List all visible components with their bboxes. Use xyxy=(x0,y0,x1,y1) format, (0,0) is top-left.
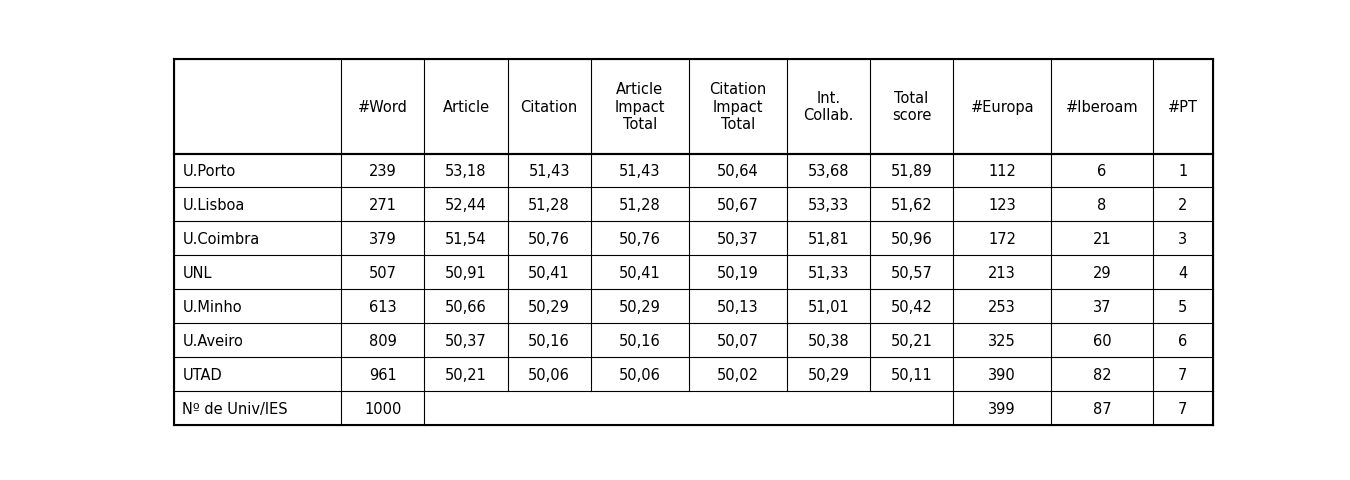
Text: 51,43: 51,43 xyxy=(620,164,660,179)
Text: 50,21: 50,21 xyxy=(446,367,487,382)
Text: 213: 213 xyxy=(988,265,1017,280)
Text: 399: 399 xyxy=(988,401,1017,416)
Text: 50,06: 50,06 xyxy=(618,367,660,382)
Text: 50,11: 50,11 xyxy=(891,367,933,382)
Text: 51,54: 51,54 xyxy=(446,231,487,246)
Text: 51,43: 51,43 xyxy=(528,164,570,179)
Text: 50,21: 50,21 xyxy=(891,333,933,348)
Text: 50,64: 50,64 xyxy=(717,164,759,179)
Text: 60: 60 xyxy=(1092,333,1111,348)
Text: #Iberoam: #Iberoam xyxy=(1065,99,1138,114)
Text: Nº de Univ/IES: Nº de Univ/IES xyxy=(182,401,288,416)
Text: 53,68: 53,68 xyxy=(807,164,849,179)
Text: Citation: Citation xyxy=(521,99,578,114)
Text: 50,29: 50,29 xyxy=(528,299,570,314)
Text: #Word: #Word xyxy=(358,99,408,114)
Text: 239: 239 xyxy=(369,164,397,179)
Text: 809: 809 xyxy=(369,333,397,348)
Text: 613: 613 xyxy=(369,299,397,314)
Text: 7: 7 xyxy=(1179,401,1188,416)
Text: 50,96: 50,96 xyxy=(891,231,933,246)
Text: Citation
Impact
Total: Citation Impact Total xyxy=(709,82,767,132)
Text: 50,91: 50,91 xyxy=(446,265,487,280)
Text: 50,37: 50,37 xyxy=(717,231,759,246)
Text: 87: 87 xyxy=(1092,401,1111,416)
Text: #PT: #PT xyxy=(1168,99,1197,114)
Text: 4: 4 xyxy=(1179,265,1188,280)
Text: 172: 172 xyxy=(988,231,1017,246)
Text: 50,29: 50,29 xyxy=(807,367,849,382)
Text: 53,33: 53,33 xyxy=(807,198,849,213)
Text: 507: 507 xyxy=(369,265,397,280)
Text: 961: 961 xyxy=(369,367,397,382)
Text: 51,01: 51,01 xyxy=(807,299,849,314)
Text: UNL: UNL xyxy=(182,265,212,280)
Text: 7: 7 xyxy=(1179,367,1188,382)
Text: 50,67: 50,67 xyxy=(717,198,759,213)
Text: U.Minho: U.Minho xyxy=(182,299,242,314)
Text: 50,42: 50,42 xyxy=(891,299,933,314)
Text: Int.
Collab.: Int. Collab. xyxy=(803,91,853,123)
Text: 50,19: 50,19 xyxy=(717,265,759,280)
Text: 325: 325 xyxy=(988,333,1017,348)
Text: Article
Impact
Total: Article Impact Total xyxy=(614,82,666,132)
Text: 8: 8 xyxy=(1098,198,1107,213)
Text: 50,76: 50,76 xyxy=(528,231,570,246)
Text: 50,38: 50,38 xyxy=(807,333,849,348)
Text: 379: 379 xyxy=(369,231,397,246)
Text: 51,81: 51,81 xyxy=(807,231,849,246)
Text: 51,89: 51,89 xyxy=(891,164,933,179)
Text: 1000: 1000 xyxy=(364,401,401,416)
Text: U.Porto: U.Porto xyxy=(182,164,236,179)
Text: 29: 29 xyxy=(1092,265,1111,280)
Text: 51,62: 51,62 xyxy=(891,198,933,213)
Text: 50,41: 50,41 xyxy=(618,265,660,280)
Text: 3: 3 xyxy=(1179,231,1188,246)
Text: 50,06: 50,06 xyxy=(528,367,570,382)
Text: 51,33: 51,33 xyxy=(807,265,849,280)
Text: 50,76: 50,76 xyxy=(618,231,660,246)
Text: 37: 37 xyxy=(1094,299,1111,314)
Text: 50,57: 50,57 xyxy=(891,265,933,280)
Text: 5: 5 xyxy=(1179,299,1188,314)
Text: 50,37: 50,37 xyxy=(446,333,487,348)
Text: Article: Article xyxy=(443,99,490,114)
Text: U.Lisboa: U.Lisboa xyxy=(182,198,244,213)
Text: 50,41: 50,41 xyxy=(528,265,570,280)
Text: 21: 21 xyxy=(1092,231,1111,246)
Text: 50,02: 50,02 xyxy=(717,367,759,382)
Text: 50,66: 50,66 xyxy=(446,299,487,314)
Text: 51,28: 51,28 xyxy=(528,198,570,213)
Text: 112: 112 xyxy=(988,164,1017,179)
Text: U.Aveiro: U.Aveiro xyxy=(182,333,243,348)
Text: 123: 123 xyxy=(988,198,1017,213)
Text: 53,18: 53,18 xyxy=(446,164,487,179)
Text: 50,16: 50,16 xyxy=(618,333,660,348)
Text: #Europa: #Europa xyxy=(971,99,1034,114)
Text: 1: 1 xyxy=(1179,164,1188,179)
Text: UTAD: UTAD xyxy=(182,367,223,382)
Text: Total
score: Total score xyxy=(892,91,931,123)
Text: 50,29: 50,29 xyxy=(618,299,660,314)
Text: 253: 253 xyxy=(988,299,1017,314)
Text: 2: 2 xyxy=(1179,198,1188,213)
Text: 50,16: 50,16 xyxy=(528,333,570,348)
Text: 6: 6 xyxy=(1098,164,1107,179)
Text: 390: 390 xyxy=(988,367,1017,382)
Text: 6: 6 xyxy=(1179,333,1188,348)
Text: 82: 82 xyxy=(1092,367,1111,382)
Text: 51,28: 51,28 xyxy=(618,198,660,213)
Text: 50,07: 50,07 xyxy=(717,333,759,348)
Text: 271: 271 xyxy=(369,198,397,213)
Text: 52,44: 52,44 xyxy=(446,198,487,213)
Text: 50,13: 50,13 xyxy=(717,299,759,314)
Text: U.Coimbra: U.Coimbra xyxy=(182,231,259,246)
